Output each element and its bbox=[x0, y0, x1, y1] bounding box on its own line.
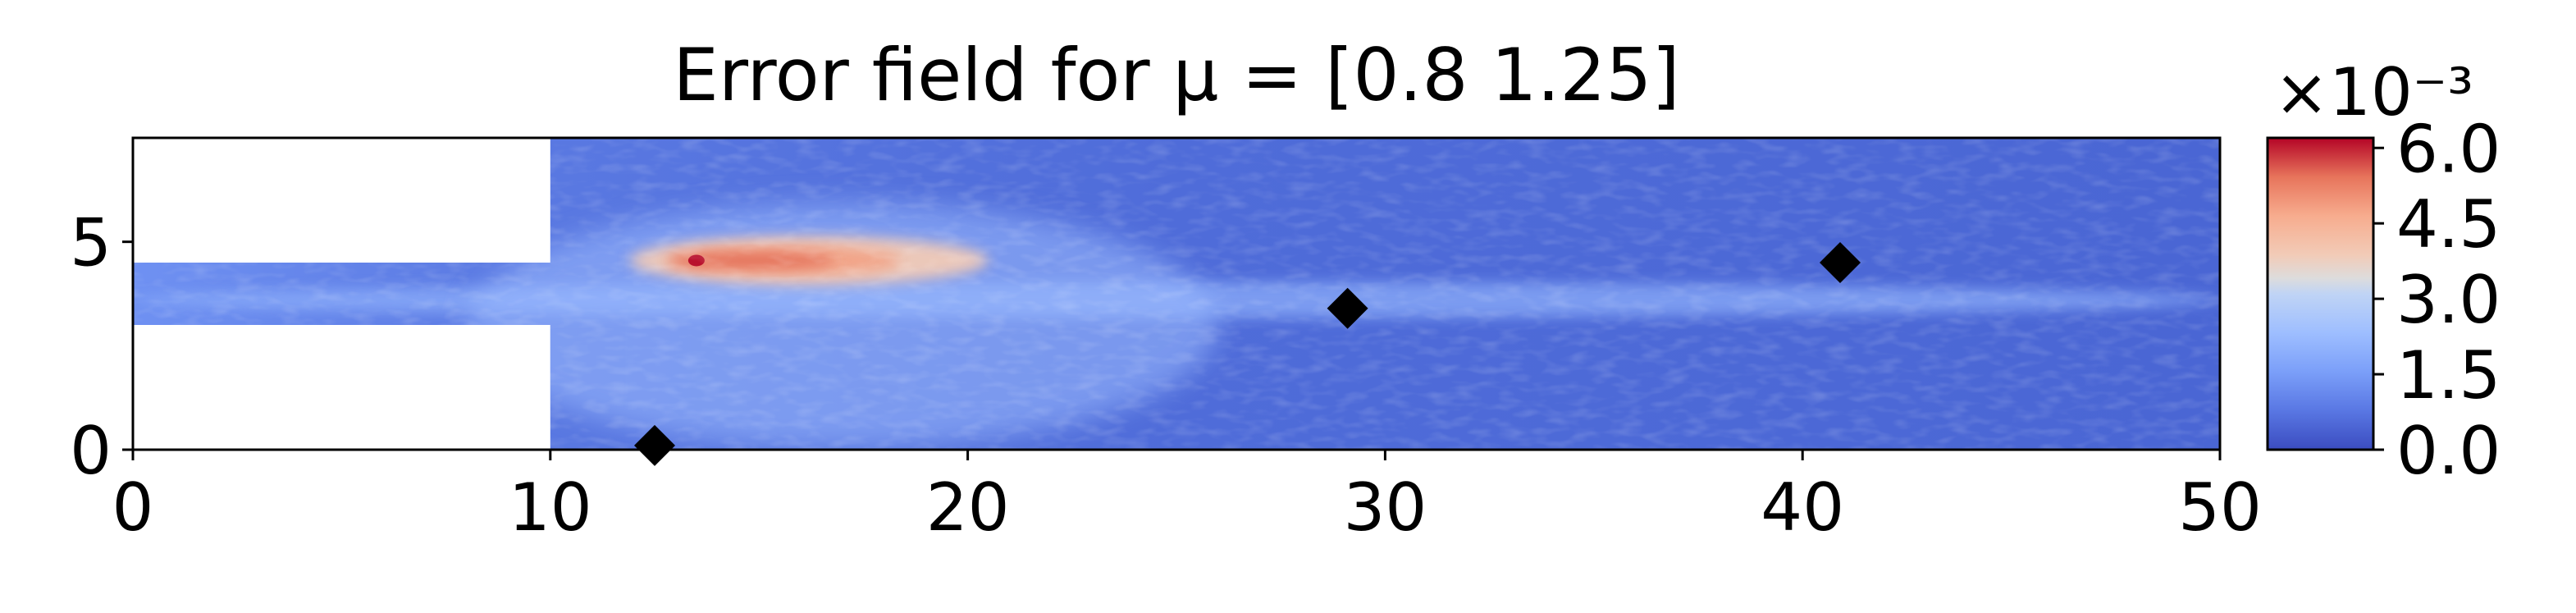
marker-point-1 bbox=[634, 424, 675, 466]
colorbar-gradient bbox=[2268, 138, 2373, 450]
plot-axes: 0 10 20 30 40 50 0 5 bbox=[70, 136, 2262, 546]
x-tick-label: 0 bbox=[112, 469, 154, 546]
colorbar-tick-label: 0.0 bbox=[2396, 413, 2501, 489]
colorbar: 0.01.53.04.56.0×10⁻³ bbox=[2266, 54, 2501, 489]
colorbar-frame bbox=[2266, 136, 2375, 451]
colorbar-tick-label: 3.0 bbox=[2396, 262, 2501, 338]
sensor-markers bbox=[634, 242, 1861, 466]
axes-frame bbox=[131, 136, 2222, 451]
colorbar-tick-label: 4.5 bbox=[2396, 186, 2501, 263]
colorbar-tick-label: 6.0 bbox=[2396, 111, 2501, 187]
colorbar-tick-label: 1.5 bbox=[2396, 337, 2501, 414]
y-tick-label: 5 bbox=[70, 205, 112, 281]
x-tick-label: 50 bbox=[2178, 469, 2262, 546]
x-tick-label: 40 bbox=[1761, 469, 1844, 546]
field-texture bbox=[133, 138, 2220, 450]
colorbar-scale-label: ×10⁻³ bbox=[2274, 54, 2473, 130]
x-tick-label: 20 bbox=[926, 469, 1010, 546]
chart-title: Error field for μ = [0.8 1.25] bbox=[673, 33, 1680, 117]
error-field-heatmap bbox=[133, 138, 2220, 450]
x-tick-label: 30 bbox=[1344, 469, 1427, 546]
x-tick-label: 10 bbox=[509, 469, 592, 546]
marker-point-3 bbox=[1819, 242, 1861, 283]
y-tick-label: 0 bbox=[70, 413, 112, 489]
marker-point-2 bbox=[1327, 287, 1368, 329]
